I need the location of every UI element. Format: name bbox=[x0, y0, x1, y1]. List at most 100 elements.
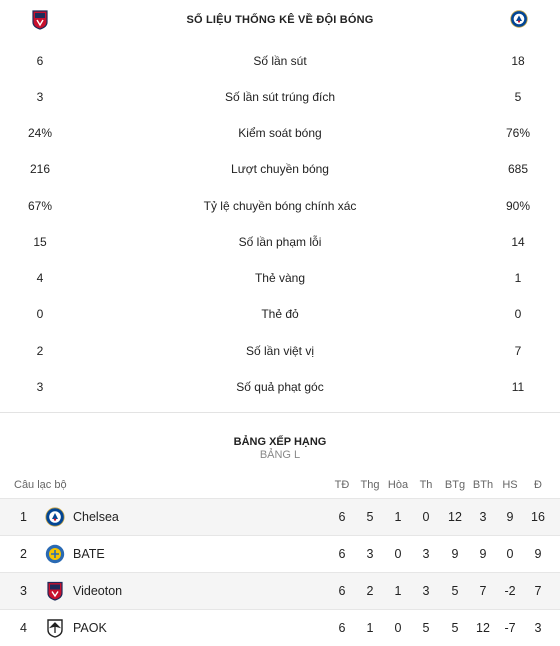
cell-bth: 7 bbox=[479, 584, 487, 598]
cell-hoa: 1 bbox=[394, 510, 402, 524]
stat-home-value: 0 bbox=[36, 307, 44, 321]
stat-home-value: 216 bbox=[29, 162, 51, 176]
cell-btg: 5 bbox=[451, 584, 459, 598]
cell-thg: 1 bbox=[366, 621, 374, 635]
cell-d: 16 bbox=[531, 510, 545, 524]
stat-label: Số lần sút trúng đích bbox=[224, 90, 336, 104]
header-d: Đ bbox=[534, 479, 542, 491]
stat-away-value: 11 bbox=[511, 380, 525, 394]
header-club: Câu lạc bộ bbox=[14, 479, 67, 491]
cell-hoa: 0 bbox=[394, 547, 402, 561]
stat-home-value: 3 bbox=[36, 90, 44, 104]
header-thg: Thg bbox=[360, 479, 380, 491]
cell-td: 6 bbox=[338, 584, 346, 598]
stat-row: 15 Số lần phạm lỗi 14 bbox=[0, 235, 560, 255]
stat-away-value: 685 bbox=[507, 162, 529, 176]
bate-crest-icon bbox=[45, 544, 65, 564]
stat-label: Số quả phạt góc bbox=[236, 380, 324, 394]
team-rank: 2 bbox=[20, 547, 27, 561]
stat-home-value: 6 bbox=[36, 54, 44, 68]
stat-row: 2 Số lần việt vị 7 bbox=[0, 344, 560, 364]
chelsea-crest-icon bbox=[45, 507, 65, 527]
team-name-link[interactable]: PAOK bbox=[73, 621, 107, 635]
stat-label: Số lần việt vị bbox=[245, 344, 315, 358]
team-stats-header: SỐ LIỆU THỐNG KÊ VỀ ĐỘI BÓNG bbox=[0, 0, 560, 40]
cell-thg: 2 bbox=[366, 584, 374, 598]
cell-bth: 3 bbox=[479, 510, 487, 524]
stat-row: 0 Thẻ đỏ 0 bbox=[0, 307, 560, 327]
header-hs: HS bbox=[502, 479, 518, 491]
stat-row: 6 Số lần sút 18 bbox=[0, 54, 560, 74]
standings-group-label: BẢNG L bbox=[259, 449, 301, 461]
standings-row[interactable]: 2 BATE 6 3 0 3 9 9 0 9 bbox=[0, 535, 560, 572]
stat-away-value: 76% bbox=[505, 126, 531, 140]
cell-hs: -7 bbox=[504, 621, 516, 635]
team-stats-section: SỐ LIỆU THỐNG KÊ VỀ ĐỘI BÓNG 6 Số lần sút… bbox=[0, 0, 560, 394]
stat-row: 24% Kiểm soát bóng 76% bbox=[0, 126, 560, 146]
cell-bth: 9 bbox=[479, 547, 487, 561]
stat-row: 4 Thẻ vàng 1 bbox=[0, 271, 560, 291]
stat-away-value: 18 bbox=[511, 54, 525, 68]
stat-row: 216 Lượt chuyền bóng 685 bbox=[0, 162, 560, 182]
standings-row[interactable]: 4 PAOK 6 1 0 5 5 12 -7 3 bbox=[0, 609, 560, 646]
standings-rows: 1 Chelsea 6 5 1 0 12 3 9 16 2 BATE 6 3 0 3 9 9 0 9 3 Videoton… bbox=[0, 498, 560, 646]
stat-label: Kiểm soát bóng bbox=[238, 126, 322, 140]
stat-label: Thẻ vàng bbox=[254, 271, 306, 285]
stat-label: Số lần phạm lỗi bbox=[238, 235, 322, 249]
chelsea-crest-icon bbox=[510, 10, 528, 28]
cell-td: 6 bbox=[338, 621, 346, 635]
standings-title: BẢNG XẾP HẠNG bbox=[233, 436, 327, 448]
header-td: TĐ bbox=[334, 479, 350, 491]
stat-away-value: 90% bbox=[505, 199, 531, 213]
header-bth: BTh bbox=[472, 479, 494, 491]
team-rank: 3 bbox=[20, 584, 27, 598]
header-btg: BTg bbox=[444, 479, 466, 491]
cell-hs: 9 bbox=[506, 510, 514, 524]
cell-btg: 9 bbox=[451, 547, 459, 561]
team-rank: 4 bbox=[20, 621, 27, 635]
stat-label: Lượt chuyền bóng bbox=[231, 162, 329, 176]
cell-hoa: 1 bbox=[394, 584, 402, 598]
stat-away-value: 14 bbox=[511, 235, 525, 249]
stat-row: 3 Số lần sút trúng đích 5 bbox=[0, 90, 560, 110]
stat-label: Số lần sút bbox=[253, 54, 307, 68]
team-stats-title: SỐ LIỆU THỐNG KÊ VỀ ĐỘI BÓNG bbox=[186, 14, 374, 26]
cell-bth: 12 bbox=[476, 621, 490, 635]
header-hoa: Hòa bbox=[387, 479, 409, 491]
standings-table-header: Câu lạc bộ TĐ Thg Hòa Th BTg BTh HS Đ bbox=[0, 470, 560, 498]
cell-hs: 0 bbox=[506, 547, 514, 561]
section-divider bbox=[0, 412, 560, 413]
cell-d: 9 bbox=[534, 547, 542, 561]
paok-crest-icon bbox=[45, 618, 65, 638]
stat-row: 67% Tỷ lệ chuyền bóng chính xác 90% bbox=[0, 199, 560, 219]
stat-away-value: 0 bbox=[514, 307, 522, 321]
stat-home-value: 24% bbox=[27, 126, 53, 140]
stat-label: Thẻ đỏ bbox=[261, 307, 299, 321]
cell-th: 3 bbox=[422, 547, 430, 561]
stat-away-value: 1 bbox=[514, 271, 522, 285]
cell-hs: -2 bbox=[504, 584, 516, 598]
cell-hoa: 0 bbox=[394, 621, 402, 635]
cell-btg: 12 bbox=[448, 510, 462, 524]
standings-table: Câu lạc bộ TĐ Thg Hòa Th BTg BTh HS Đ 1 C… bbox=[0, 470, 560, 646]
cell-th: 3 bbox=[422, 584, 430, 598]
cell-d: 7 bbox=[534, 584, 542, 598]
standings-row[interactable]: 3 Videoton 6 2 1 3 5 7 -2 7 bbox=[0, 572, 560, 609]
stat-home-value: 3 bbox=[36, 380, 44, 394]
videoton-crest-icon bbox=[45, 581, 65, 601]
stat-away-value: 7 bbox=[514, 344, 522, 358]
cell-th: 5 bbox=[422, 621, 430, 635]
team-rank: 1 bbox=[20, 510, 27, 524]
team-name-link[interactable]: BATE bbox=[73, 547, 105, 561]
header-th: Th bbox=[419, 479, 433, 491]
stat-home-value: 15 bbox=[33, 235, 47, 249]
team-name-link[interactable]: Chelsea bbox=[73, 510, 119, 524]
videoton-crest-icon bbox=[32, 10, 48, 30]
cell-thg: 3 bbox=[366, 547, 374, 561]
cell-thg: 5 bbox=[366, 510, 374, 524]
cell-td: 6 bbox=[338, 547, 346, 561]
stat-home-value: 4 bbox=[36, 271, 44, 285]
team-name-link[interactable]: Videoton bbox=[73, 584, 123, 598]
standings-row[interactable]: 1 Chelsea 6 5 1 0 12 3 9 16 bbox=[0, 498, 560, 535]
cell-td: 6 bbox=[338, 510, 346, 524]
